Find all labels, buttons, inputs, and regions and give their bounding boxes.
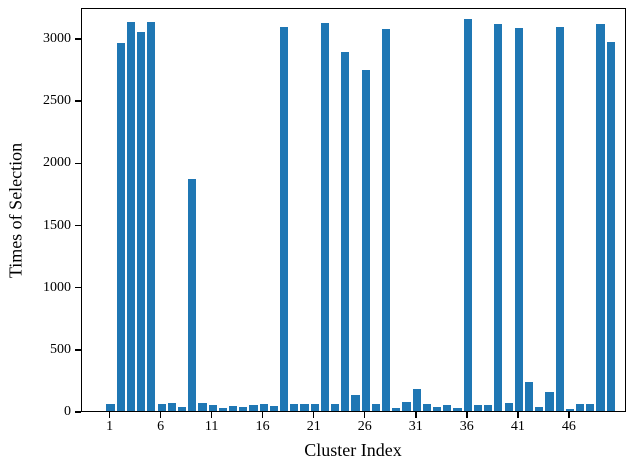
plot-area — [81, 8, 626, 412]
bar-cluster-15 — [249, 404, 258, 411]
y-tick-label-0: 0 — [64, 404, 71, 419]
x-tick-label-16: 16 — [255, 419, 270, 434]
bar-cluster-44 — [545, 392, 554, 411]
x-tick-label-11: 11 — [204, 419, 219, 434]
bar-cluster-5 — [147, 21, 156, 411]
y-tick-mark-3000 — [75, 38, 81, 40]
bar-cluster-40 — [504, 402, 513, 411]
x-tick-mark-46 — [568, 412, 570, 418]
x-tick-label-26: 26 — [357, 419, 372, 434]
x-tick-mark-36 — [466, 412, 468, 418]
bar-cluster-9 — [188, 178, 197, 411]
x-tick-mark-26 — [363, 412, 366, 418]
bar-cluster-22 — [320, 23, 329, 411]
y-tick-mark-1000 — [75, 286, 81, 289]
x-tick-mark-6 — [159, 412, 162, 418]
bar-cluster-48 — [586, 404, 595, 411]
x-tick-label-1: 1 — [106, 419, 114, 434]
bar-cluster-37 — [473, 404, 483, 411]
bar-cluster-2 — [116, 43, 125, 411]
bar-cluster-31 — [412, 389, 421, 411]
bar-cluster-28 — [382, 28, 391, 411]
bar-cluster-49 — [596, 24, 605, 411]
bar-cluster-36 — [463, 19, 472, 411]
bar-cluster-1 — [106, 404, 115, 411]
y-tick-label-3000: 3000 — [43, 31, 71, 47]
x-tick-mark-11 — [210, 412, 213, 418]
bar-cluster-45 — [555, 26, 564, 411]
x-tick-mark-41 — [517, 412, 519, 418]
x-tick-label-21: 21 — [306, 419, 321, 434]
y-tick-mark-0 — [75, 411, 81, 413]
bar-cluster-30 — [402, 402, 411, 411]
bar-cluster-23 — [331, 403, 340, 411]
x-tick-mark-16 — [261, 412, 264, 418]
bar-cluster-38 — [484, 404, 493, 411]
x-tick-mark-1 — [108, 412, 111, 418]
bar-cluster-17 — [269, 406, 278, 411]
bar-cluster-33 — [433, 407, 442, 411]
y-axis-label: Times of Selection — [5, 142, 26, 279]
bar-cluster-43 — [535, 406, 544, 411]
x-tick-mark-31 — [415, 412, 417, 418]
bar-cluster-32 — [422, 404, 432, 411]
bar-cluster-21 — [310, 404, 319, 411]
bar-cluster-3 — [126, 21, 136, 411]
bar-cluster-29 — [392, 407, 401, 411]
bar-cluster-41 — [514, 28, 523, 411]
bar-cluster-12 — [218, 407, 227, 411]
x-tick-label-36: 36 — [459, 419, 474, 434]
bar-cluster-50 — [606, 41, 615, 411]
y-tick-label-500: 500 — [50, 341, 71, 357]
x-tick-label-31: 31 — [408, 419, 423, 434]
x-tick-label-46: 46 — [561, 419, 576, 434]
bar-cluster-26 — [361, 70, 370, 411]
bar-cluster-11 — [208, 404, 217, 411]
bar-cluster-42 — [524, 382, 534, 411]
bar-cluster-39 — [494, 24, 503, 411]
bar-cluster-16 — [259, 403, 268, 411]
y-tick-label-1000: 1000 — [43, 279, 71, 295]
bar-cluster-7 — [167, 402, 176, 411]
y-tick-mark-1500 — [75, 224, 81, 227]
bar-cluster-14 — [239, 406, 248, 411]
bar-cluster-27 — [371, 403, 380, 411]
bar-cluster-6 — [157, 403, 166, 411]
bar-cluster-34 — [443, 405, 452, 411]
y-tick-label-1500: 1500 — [43, 217, 71, 233]
bar-cluster-13 — [228, 406, 238, 411]
bar-cluster-35 — [453, 407, 462, 411]
bar-cluster-20 — [300, 404, 309, 411]
x-axis-label: Cluster Index — [304, 440, 402, 460]
bar-cluster-19 — [290, 404, 299, 411]
y-tick-label-2500: 2500 — [43, 93, 71, 109]
bar-cluster-25 — [351, 394, 360, 411]
bar-cluster-18 — [279, 26, 289, 411]
bar-cluster-46 — [565, 408, 574, 411]
y-tick-label-2000: 2000 — [43, 155, 71, 171]
y-tick-mark-2500 — [75, 100, 81, 102]
bar-cluster-8 — [177, 407, 187, 411]
bar-cluster-10 — [198, 402, 207, 411]
bar-cluster-24 — [341, 51, 350, 411]
y-tick-mark-2000 — [75, 162, 81, 165]
x-tick-mark-21 — [312, 412, 315, 418]
x-tick-label-6: 6 — [157, 419, 165, 434]
bar-cluster-47 — [575, 403, 585, 411]
x-tick-label-41: 41 — [510, 419, 525, 434]
y-tick-mark-500 — [75, 349, 81, 351]
bar-cluster-4 — [137, 31, 146, 411]
